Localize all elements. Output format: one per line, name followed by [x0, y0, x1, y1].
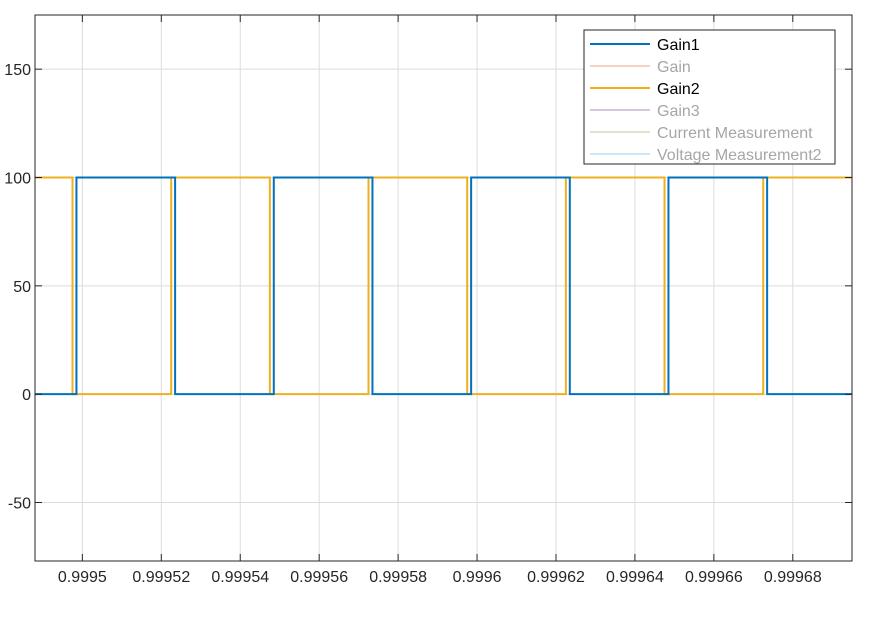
x-tick-label: 0.9995 [58, 569, 107, 586]
y-tick-label: 100 [4, 171, 31, 188]
axis-ticks [35, 15, 852, 561]
series-line-gain1 [35, 176, 852, 396]
y-tick-label: -50 [8, 496, 31, 513]
y-axis-tick-labels: -50 0 50 100 150 [4, 62, 31, 512]
y-tick-label: 50 [13, 279, 31, 296]
x-tick-label: 0.99966 [685, 569, 743, 586]
legend-item-voltage-measurement2[interactable]: Voltage Measurement2 [590, 147, 822, 164]
x-tick-label: 0.99956 [290, 569, 348, 586]
legend-item-gain1[interactable]: Gain1 [590, 37, 700, 54]
y-tick-label: 0 [22, 387, 31, 404]
legend-item-gain[interactable]: Gain [590, 59, 691, 76]
legend-item-gain3[interactable]: Gain3 [590, 103, 700, 120]
legend-item-gain2[interactable]: Gain2 [590, 81, 700, 98]
legend-label: Current Measurement [657, 125, 813, 142]
y-tick-label: 150 [4, 62, 31, 79]
legend[interactable]: Gain1 Gain Gain2 Gain3 Current Measurement Vo… [583, 29, 836, 165]
series-line-gain2 [35, 176, 852, 396]
legend-label: Gain3 [657, 103, 700, 120]
plot-series [35, 176, 852, 396]
x-tick-label: 0.9996 [453, 569, 502, 586]
legend-label: Gain [657, 59, 691, 76]
x-tick-label: 0.99954 [211, 569, 269, 586]
legend-label: Voltage Measurement2 [657, 147, 822, 164]
legend-box [583, 29, 836, 165]
x-tick-label: 0.99968 [764, 569, 822, 586]
axes-box [34, 14, 853, 562]
legend-label: Gain2 [657, 81, 700, 98]
x-tick-label: 0.99952 [132, 569, 190, 586]
x-tick-label: 0.99964 [606, 569, 664, 586]
legend-item-current-measurement[interactable]: Current Measurement [590, 125, 813, 142]
x-tick-label: 0.99958 [369, 569, 427, 586]
x-axis-tick-labels: 0.9995 0.99952 0.99954 0.99956 0.99958 0.9996… [58, 569, 822, 586]
legend-label: Gain1 [657, 37, 700, 54]
x-tick-label: 0.99962 [527, 569, 585, 586]
